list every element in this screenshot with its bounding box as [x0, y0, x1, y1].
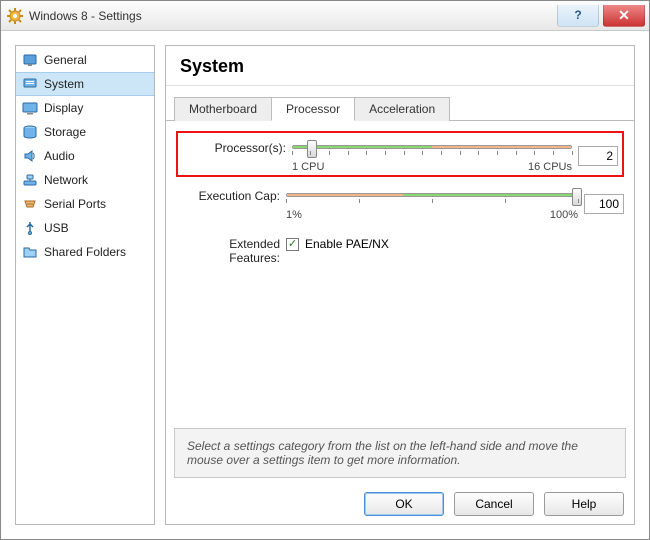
sidebar-item-label: Audio: [44, 149, 75, 163]
titlebar-help-button[interactable]: ?: [557, 5, 599, 27]
sidebar-item-label: Shared Folders: [44, 245, 126, 259]
settings-gear-icon: [7, 8, 23, 24]
storage-icon: [22, 124, 38, 140]
tab-row: Motherboard Processor Acceleration: [166, 96, 634, 121]
processors-slider[interactable]: 1 CPU 16 CPUs: [292, 139, 572, 173]
window-title: Windows 8 - Settings: [29, 9, 557, 23]
execution-cap-max-label: 100%: [550, 209, 578, 221]
sidebar-item-shared-folders[interactable]: Shared Folders: [16, 240, 154, 264]
tab-processor[interactable]: Processor: [271, 97, 355, 121]
sidebar: General System Display Storage Audio Net…: [15, 45, 155, 525]
hint-text: Select a settings category from the list…: [174, 428, 626, 478]
sidebar-item-display[interactable]: Display: [16, 96, 154, 120]
system-icon: [22, 76, 38, 92]
sidebar-item-label: System: [44, 77, 84, 91]
sidebar-item-system[interactable]: System: [16, 72, 154, 96]
settings-window: Windows 8 - Settings ? ✕ General System …: [0, 0, 650, 540]
tab-motherboard[interactable]: Motherboard: [174, 97, 272, 121]
usb-icon: [22, 220, 38, 236]
sidebar-item-audio[interactable]: Audio: [16, 144, 154, 168]
general-icon: [22, 52, 38, 68]
main-panel: System Motherboard Processor Acceleratio…: [165, 45, 635, 525]
execution-cap-min-label: 1%: [286, 209, 302, 221]
sidebar-item-label: Serial Ports: [44, 197, 106, 211]
sidebar-item-label: USB: [44, 221, 69, 235]
sidebar-item-label: Storage: [44, 125, 86, 139]
processors-row: Processor(s):: [176, 131, 624, 177]
audio-icon: [22, 148, 38, 164]
sidebar-item-label: Display: [44, 101, 83, 115]
tab-acceleration[interactable]: Acceleration: [354, 97, 450, 121]
processors-min-label: 1 CPU: [292, 161, 324, 173]
display-icon: [22, 100, 38, 116]
pae-nx-checkbox[interactable]: ✓: [286, 238, 299, 251]
execution-cap-slider[interactable]: 1% 100%: [286, 187, 578, 221]
extended-features-row: Extended Features: ✓ Enable PAE/NX: [176, 235, 624, 265]
sidebar-item-general[interactable]: General: [16, 48, 154, 72]
processors-max-label: 16 CPUs: [528, 161, 572, 173]
window-body: General System Display Storage Audio Net…: [1, 31, 649, 539]
sidebar-item-usb[interactable]: USB: [16, 216, 154, 240]
titlebar-close-button[interactable]: ✕: [603, 5, 645, 27]
execution-cap-label: Execution Cap:: [176, 187, 286, 203]
cancel-button[interactable]: Cancel: [454, 492, 534, 516]
sidebar-item-serial-ports[interactable]: Serial Ports: [16, 192, 154, 216]
ok-button[interactable]: OK: [364, 492, 444, 516]
sidebar-item-label: Network: [44, 173, 88, 187]
sidebar-item-storage[interactable]: Storage: [16, 120, 154, 144]
dialog-buttons: OK Cancel Help: [166, 486, 634, 524]
processors-label: Processor(s):: [182, 139, 292, 155]
sidebar-item-label: General: [44, 53, 87, 67]
help-button[interactable]: Help: [544, 492, 624, 516]
pae-nx-label: Enable PAE/NX: [305, 237, 389, 251]
execution-cap-row: Execution Cap:: [176, 187, 624, 221]
sidebar-item-network[interactable]: Network: [16, 168, 154, 192]
folder-icon: [22, 244, 38, 260]
titlebar: Windows 8 - Settings ? ✕: [1, 1, 649, 31]
processor-panel: Processor(s):: [166, 121, 634, 428]
extended-features-label: Extended Features:: [176, 235, 286, 265]
page-title: System: [166, 46, 634, 86]
execution-cap-value[interactable]: 100: [584, 194, 624, 214]
network-icon: [22, 172, 38, 188]
processors-value[interactable]: 2: [578, 146, 618, 166]
serial-icon: [22, 196, 38, 212]
